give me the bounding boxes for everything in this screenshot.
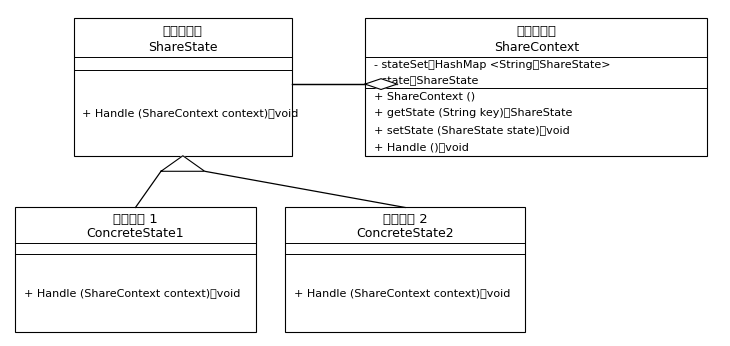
Bar [15,208,255,331]
Text: + Handle ()：void: + Handle ()：void [374,142,469,152]
Text: + setState (ShareState state)：void: + setState (ShareState state)：void [374,125,569,135]
Text: ShareContext: ShareContext [493,41,579,54]
Bar [285,208,526,331]
Text: + Handle (ShareContext context)：void: + Handle (ShareContext context)：void [24,288,240,298]
Text: + Handle (ShareContext context)：void: + Handle (ShareContext context)：void [82,108,299,118]
Text: 具体状态 2: 具体状态 2 [383,213,428,226]
Text: - stateSet：HashMap <String，ShareState>: - stateSet：HashMap <String，ShareState> [374,60,610,70]
Text: 享元环境类: 享元环境类 [516,25,556,38]
Text: 具体状态 1: 具体状态 1 [113,213,158,226]
Bar [365,18,707,156]
Text: ShareState: ShareState [148,41,218,54]
Text: ConcreteState1: ConcreteState1 [87,227,184,240]
Text: 抽象状态类: 抽象状态类 [163,25,203,38]
Text: + Handle (ShareContext context)：void: + Handle (ShareContext context)：void [293,288,510,298]
Text: - state：ShareState: - state：ShareState [374,75,478,85]
Text: ConcreteState2: ConcreteState2 [356,227,454,240]
Polygon shape [161,156,204,171]
Text: + ShareContext (): + ShareContext () [374,91,475,101]
Polygon shape [365,79,397,90]
Bar [74,18,292,156]
Text: + getState (String key)：ShareState: + getState (String key)：ShareState [374,108,572,118]
